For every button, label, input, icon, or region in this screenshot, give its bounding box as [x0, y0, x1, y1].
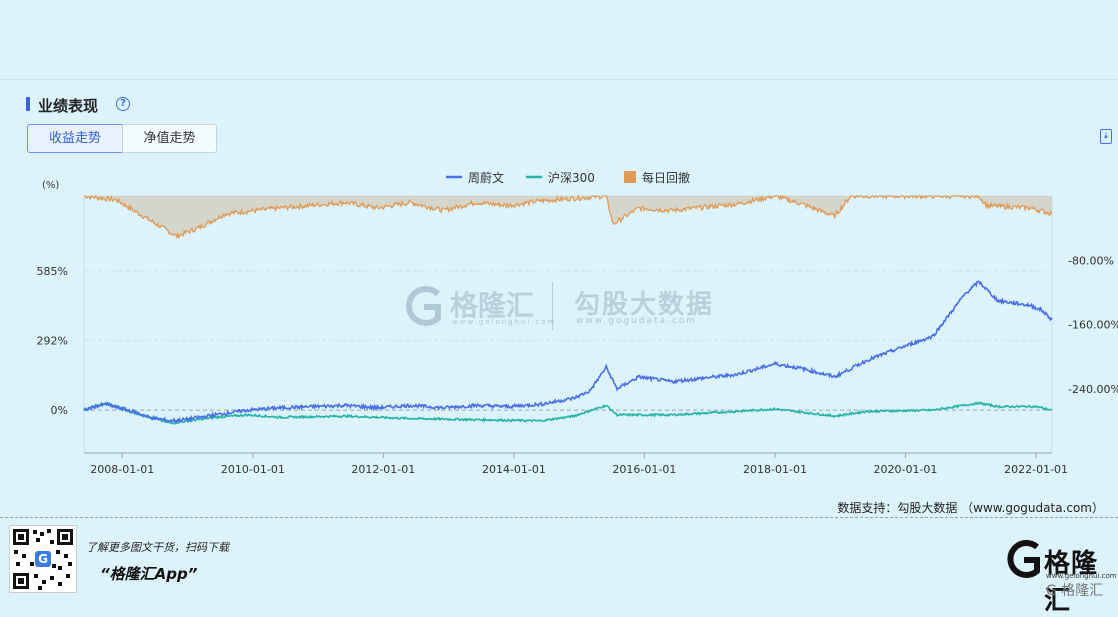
x-tick-label: 2012-01-01: [351, 463, 415, 476]
x-tick-label: 2014-01-01: [482, 463, 546, 476]
promo-text: 了解更多图文干货，扫码下载: [86, 541, 229, 554]
export-file-icon[interactable]: ⤓: [1100, 129, 1112, 144]
promo-app-name: “格隆汇App”: [100, 565, 198, 583]
watermark-brand: 格隆汇: [450, 289, 535, 322]
y-right-tick-label: -240.00%: [1068, 383, 1118, 396]
tab-nav-trend[interactable]: 净值走势: [122, 124, 217, 153]
legend-label: 每日回撤: [642, 170, 690, 185]
svg-text:G: G: [38, 552, 48, 566]
y-right-tick-label: -160.00%: [1068, 319, 1118, 332]
section-marker: [26, 97, 30, 111]
x-tick-label: 2016-01-01: [612, 463, 676, 476]
watermark-brand-domain: www.gelonghui.com: [452, 318, 557, 326]
performance-chart: 585% 292% 0% -80.00% -160.00% -240.00% (%) 2008…: [37, 170, 1118, 476]
x-tick-label: 2020-01-01: [873, 463, 937, 476]
legend-label: 周蔚文: [468, 170, 504, 185]
watermark-divider: [552, 282, 553, 330]
footer-divider: [0, 517, 1118, 518]
brand-domain: www.gelonghui.com: [1046, 572, 1117, 580]
top-divider: [0, 79, 1118, 80]
brand-logo-icon: [1007, 540, 1040, 578]
watermark-partner-domain: www.gogudata.com: [576, 316, 698, 326]
x-tick-label: 2018-01-01: [743, 463, 807, 476]
y-left-tick-label: 0%: [51, 404, 68, 417]
x-tick-label: 2008-01-01: [90, 463, 154, 476]
legend-label: 沪深300: [548, 171, 595, 185]
qr-code-icon: G: [9, 525, 77, 593]
y-right-tick-label: -80.00%: [1068, 254, 1114, 267]
x-tick-label: 2010-01-01: [221, 463, 285, 476]
data-source-note: 数据支持：勾股大数据 （www.gogudata.com）: [837, 501, 1104, 515]
y-left-tick-label: 585%: [37, 265, 68, 278]
series-drawdown-line: [84, 193, 1053, 240]
legend-swatch: [624, 171, 636, 183]
watermark-partner: 勾股大数据: [574, 290, 715, 320]
series-drawdown-area: [84, 196, 1052, 238]
section-title: 业绩表现: [38, 97, 99, 115]
watermark-logo-icon: [405, 286, 441, 326]
series-hs300-line: [83, 401, 1053, 425]
x-tick-label: 2022-01-01: [1004, 463, 1068, 476]
question-circle-icon[interactable]: ?: [116, 97, 130, 111]
brand-sub-mark: G 格隆汇: [1046, 583, 1104, 599]
tab-returns-trend[interactable]: 收益走势: [27, 124, 123, 153]
y-left-tick-label: 292%: [37, 335, 68, 348]
series-zhouweiwen-line: [83, 280, 1053, 424]
y-unit-label: (%): [42, 180, 59, 191]
